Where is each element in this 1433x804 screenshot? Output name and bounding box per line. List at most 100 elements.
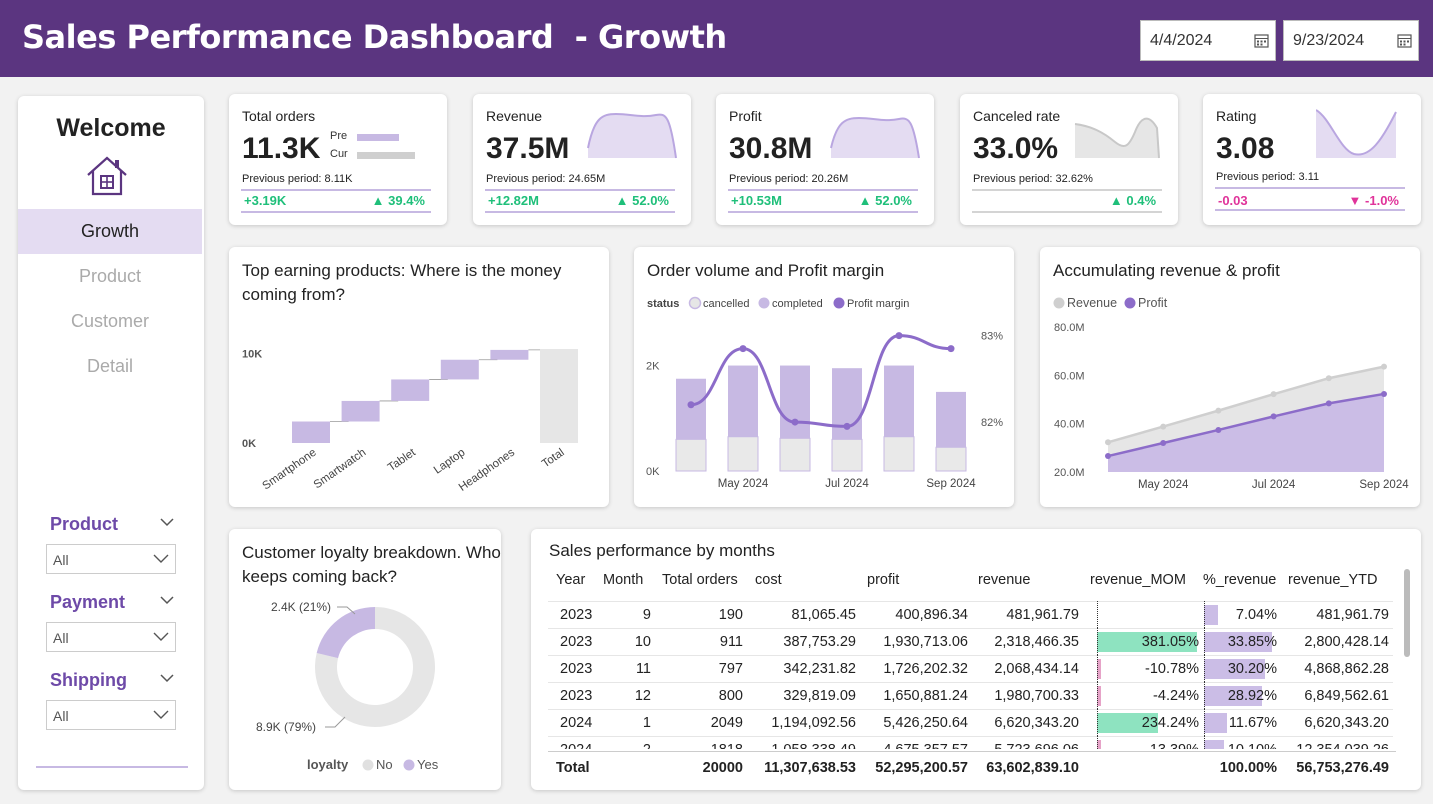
filter-label-shipping: Shipping [50, 670, 127, 690]
profit-point [1215, 426, 1222, 433]
accumulating-card[interactable]: Accumulating revenue & profit Revenue Pro… [1040, 247, 1420, 507]
mom-bar [1097, 740, 1101, 749]
table-total-row [548, 751, 1396, 783]
home-icon[interactable] [85, 154, 129, 198]
product-filter-select[interactable]: All [46, 544, 176, 574]
x-tick-label: Smartwatch [312, 447, 369, 492]
donut-slice-no [315, 607, 435, 727]
table-row[interactable] [548, 682, 1393, 709]
legend-label: Revenue [1067, 296, 1117, 310]
nav-growth[interactable]: Growth [18, 209, 202, 254]
profit-margin-point [843, 422, 851, 430]
x-tick-label: May 2024 [718, 478, 769, 490]
calendar-icon[interactable] [1397, 33, 1412, 48]
legend-label: Yes [417, 757, 439, 772]
x-tick-label: May 2024 [1138, 479, 1189, 491]
profit-margin-point [739, 345, 747, 353]
table-cell: 234.24% [1141, 715, 1199, 731]
table-cell: 2,318,466.35 [994, 634, 1079, 650]
table-cell: 2024 [560, 742, 670, 749]
table-cell: 2,068,434.14 [994, 661, 1079, 677]
chevron-down-icon[interactable] [160, 518, 174, 527]
completed-bar [676, 378, 706, 440]
sidebar-divider [36, 766, 188, 768]
table-cell: 2023 [560, 661, 593, 677]
legend-swatch-revenue [1053, 297, 1065, 309]
profit-point [1325, 400, 1332, 407]
legend-label: cancelled [703, 298, 749, 310]
chevron-down-icon[interactable] [160, 674, 174, 683]
axis-line [1204, 682, 1205, 709]
kpi-divider [728, 211, 918, 213]
table-cell: -4.24% [1153, 688, 1199, 704]
start-date-picker[interactable]: 4/4/2024 [1140, 20, 1276, 61]
slice-label: 8.9K (79%) [256, 720, 316, 734]
column-header: revenue [978, 572, 1031, 588]
kpi-pct: ▼ -1.0% [1348, 193, 1399, 208]
table-cell: 28.92% [1227, 688, 1277, 704]
shipping-filter-select[interactable]: All [46, 700, 176, 730]
welcome-heading: Welcome [56, 114, 166, 142]
end-date-picker[interactable]: 9/23/2024 [1283, 20, 1419, 61]
nav-customer[interactable]: Customer [70, 311, 150, 331]
kpi-divider [728, 189, 918, 191]
table-body[interactable]: 2023 9 190 81,065.45 400,896.34 481,961.79 7.0… [531, 601, 1411, 749]
total-cell: 52,295,200.57 [875, 760, 968, 776]
kpi-previous: Previous period: 8.11K [242, 173, 353, 185]
table-cell: 2023 [560, 634, 593, 650]
kpi-profit[interactable]: Profit 30.8M Previous period: 20.26M +10… [716, 94, 934, 225]
table-cell: 1818 [633, 742, 743, 749]
payment-filter-select[interactable]: All [46, 622, 176, 652]
revenue-point [1105, 439, 1111, 446]
table-row[interactable] [548, 628, 1393, 655]
profit-margin-point [791, 418, 799, 426]
table-row[interactable] [548, 709, 1393, 736]
table-row[interactable] [548, 736, 1393, 749]
table-row[interactable] [548, 601, 1393, 628]
table-scrollbar[interactable] [1404, 569, 1410, 657]
accumulating-chart[interactable]: Revenue Profit 20.0M 40.0M 60.0M 80.0M May 202… [1040, 247, 1420, 507]
table-cell: 2023 [560, 688, 593, 704]
order-volume-chart[interactable]: status cancelled completed Profit margin 0K 2… [634, 247, 1014, 507]
table-cell: 6,620,343.20 [994, 715, 1079, 731]
chevron-down-icon[interactable] [160, 596, 174, 605]
table-row[interactable] [548, 655, 1393, 682]
profit-margin-point [895, 332, 903, 340]
kpi-canceled-rate[interactable]: Canceled rate 33.0% Previous period: 32.… [960, 94, 1178, 225]
revenue-point [1215, 407, 1222, 414]
table-cell: 7.04% [1235, 607, 1277, 623]
table-cell: 2,800,428.14 [1304, 634, 1389, 650]
calendar-icon[interactable] [1254, 33, 1269, 48]
x-tick-label: Headphones [457, 446, 518, 493]
order-volume-card[interactable]: Order volume and Profit margin status can… [634, 247, 1014, 507]
completed-bar [936, 391, 966, 448]
top-products-card[interactable]: Top earning products: Where is the money… [229, 247, 609, 507]
monthly-table-card[interactable]: Sales performance by months Year Month Tot… [531, 529, 1421, 790]
label-leader-line [337, 606, 356, 615]
loyalty-card[interactable]: Customer loyalty breakdown. Who keeps co… [229, 529, 501, 790]
kpi-total-orders[interactable]: Total orders 11.3K Pre Cur Previous peri… [229, 94, 447, 225]
pct-revenue-bar [1204, 605, 1219, 625]
legend-swatch-profit-margin [833, 297, 845, 309]
monthly-table[interactable]: Year Month Total orders cost profit revenue re… [531, 529, 1421, 790]
completed-bar [884, 365, 914, 437]
cancelled-bar [675, 438, 707, 472]
table-cell: 1,650,881.24 [883, 688, 968, 704]
kpi-value: 11.3K [242, 132, 321, 165]
table-cell: 1,930,713.06 [883, 634, 968, 650]
revenue-sparkline [587, 112, 677, 159]
table-cell: 381.05% [1141, 634, 1199, 650]
kpi-rating[interactable]: Rating 3.08 Previous period: 3.11 -0.03 … [1203, 94, 1421, 225]
kpi-revenue[interactable]: Revenue 37.5M Previous period: 24.65M +1… [473, 94, 691, 225]
nav-detail[interactable]: Detail [86, 356, 134, 376]
y2-tick-label: 83% [981, 331, 1003, 343]
mom-bar [1097, 632, 1197, 652]
nav-product[interactable]: Product [78, 266, 142, 286]
x-tick-label: Jul 2024 [1252, 479, 1296, 491]
table-cell: -10.78% [1144, 661, 1199, 677]
shipping-filter-value: All [53, 708, 69, 724]
kpi-divider [241, 211, 431, 213]
loyalty-donut-chart[interactable]: 2.4K (21%) 8.9K (79%) loyalty No Yes [229, 529, 501, 790]
end-date-value: 9/23/2024 [1293, 32, 1365, 49]
